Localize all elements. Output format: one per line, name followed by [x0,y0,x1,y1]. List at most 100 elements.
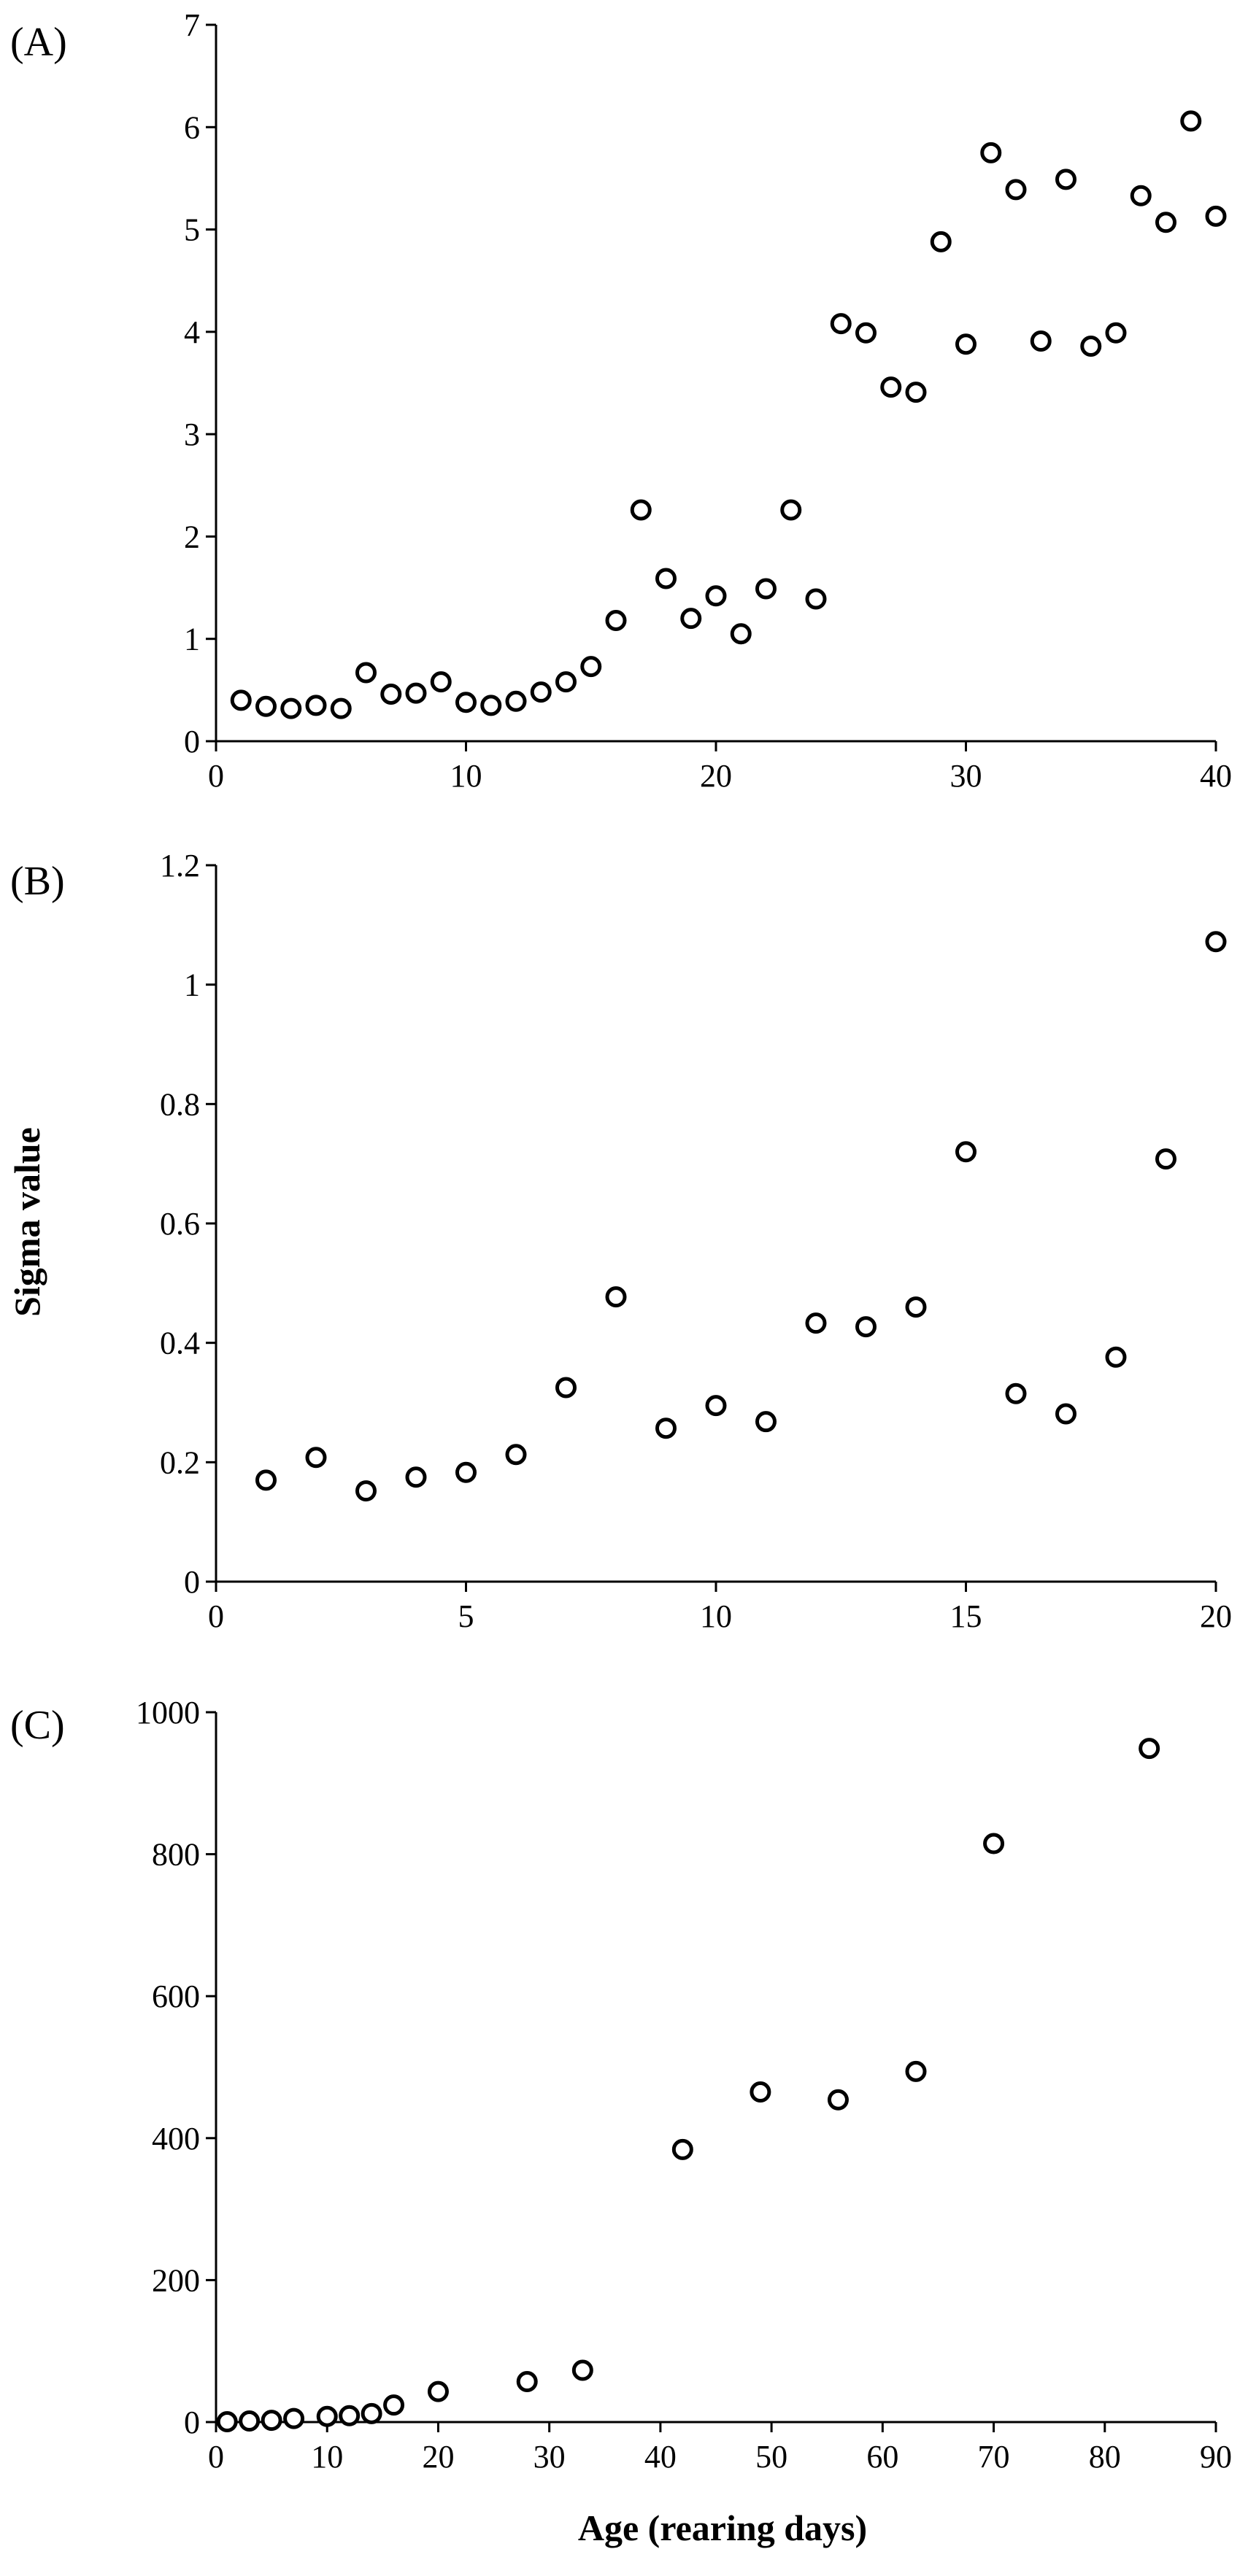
panel-b-x-tick-label: 10 [700,1598,732,1634]
panel-b-data-point [1155,1148,1176,1170]
panel-a-data-point [555,671,577,693]
panel-c-data-point [261,2410,282,2432]
panel-c-y-tick-label: 1000 [136,1695,200,1730]
panel-a-data-point [730,623,752,645]
panel-a-y-tick-label: 0 [184,724,200,759]
panel-a-data-point [680,608,702,630]
panel-a-y-tick-label: 5 [184,212,200,248]
y-axis-title: Sigma value [7,1127,47,1317]
panel-b-label: (B) [10,859,65,904]
panel-c-y-tick-label: 600 [152,1979,200,2014]
panel-a-data-point [655,568,677,589]
panel-b-y-tick-label: 0.6 [160,1206,200,1242]
panel-a-label: (A) [10,20,67,65]
panel-c-x-tick-label: 90 [1200,2439,1232,2475]
panel-c-data-point [1139,1738,1160,1760]
panel-b-x-tick-label: 20 [1200,1598,1232,1634]
panel-a-data-point [255,695,277,717]
panel-a-data-point [630,499,652,521]
panel-a-x-tick-label: 0 [208,758,224,794]
panel-b-data-point [355,1480,377,1502]
panel-c-data-point [671,2138,693,2160]
panel-a-y-tick-label: 2 [184,519,200,554]
panel-a-data-point [430,671,452,693]
panel-a-data-point [905,382,927,403]
panel-c-data-point [383,2394,405,2416]
panel-a-x-tick-label: 40 [1200,758,1232,794]
panel-c-data-point [983,1833,1005,1854]
panel-a-data-point [805,588,827,610]
panel-a-data-point [1080,335,1102,357]
panel-b-data-point [655,1417,677,1439]
panel-a-data-point [1180,110,1202,132]
panel-c-y-tick-label: 400 [152,2121,200,2157]
panel-c-data-point [239,2410,261,2432]
panel-a-data-point [1130,185,1152,206]
panel-a-data-point [1155,212,1176,233]
panel-a-data-point [355,662,377,684]
panel-c-data-point [216,2411,238,2433]
panel-b-data-point [1055,1403,1076,1425]
panel-c-x-tick-label: 80 [1089,2439,1121,2475]
panel-a-data-point [305,695,327,716]
panel-b-data-point [805,1312,827,1334]
panel-c-data-point [283,2407,305,2429]
panel-a-data-point [755,578,777,600]
panel-b-y-tick-label: 0.2 [160,1444,200,1480]
panel-c-data-point [516,2371,538,2393]
panel-c-x-tick-label: 40 [644,2439,677,2475]
panel-b-y-tick-label: 0.8 [160,1086,200,1122]
panel-a-data-point [1030,330,1052,352]
panel-c-data-point [905,2060,927,2082]
panel-a-y-tick-label: 7 [184,7,200,43]
panel-c-data-point [571,2359,593,2381]
panel-a-data-point [855,322,877,344]
panel-a-data-point [980,142,1002,163]
panel-c-data-point [361,2402,382,2424]
panel-b-data-point [555,1377,577,1399]
panel-a-data-point [955,333,977,355]
panel-c-data-point [339,2405,361,2426]
panel-c-y-tick-label: 200 [152,2262,200,2298]
panel-c-data-point [827,2089,849,2111]
panel-a-data-point [530,681,552,703]
panel-b-data-point [455,1461,477,1483]
panel-a-data-point [380,683,402,705]
panel-b-data-point [905,1296,927,1318]
panel-a-data-point [930,231,952,252]
panel-b-data-point [255,1469,277,1491]
panel-b-data-point [705,1395,727,1417]
panel-b-data-point [505,1444,527,1466]
panel-a-data-point [230,689,252,711]
panel-b-data-point [1105,1346,1127,1368]
panel-a-data-point [455,692,477,713]
panel-b-y-tick-label: 0 [184,1564,200,1600]
panel-b-data-point [605,1286,627,1308]
panel-a-data-point [705,585,727,607]
panel-a-data-point [505,690,527,712]
panel-a-y-tick-label: 4 [184,314,200,350]
panel-a-x-tick-label: 10 [450,758,482,794]
panel-c-data-point [316,2405,338,2427]
panel-b-data-point [305,1447,327,1469]
panel-b-y-tick-label: 0.4 [160,1326,200,1361]
panel-b-data-point [855,1316,877,1338]
panel-b-data-point [1205,931,1227,953]
panel-a-data-point [780,499,802,521]
panel-c-data-point [750,2081,771,2103]
panel-a-data-point [1105,322,1127,344]
panel-b-y-tick-label: 1.2 [160,848,200,883]
panel-b-data-point [955,1141,977,1163]
panel-b-x-tick-label: 0 [208,1598,224,1634]
panel-a-data-point [280,697,302,719]
panel-a-y-tick-label: 1 [184,622,200,657]
panel-b-x-tick-label: 5 [458,1598,474,1634]
panel-c-x-tick-label: 20 [422,2439,454,2475]
panel-a-data-point [830,313,852,335]
panel-c-y-tick-label: 0 [184,2405,200,2440]
panel-c-x-tick-label: 70 [978,2439,1010,2475]
panel-a-data-point [405,682,427,704]
panel-b-y-tick-label: 1 [184,967,200,1003]
panel-c-label: (C) [10,1703,65,1748]
